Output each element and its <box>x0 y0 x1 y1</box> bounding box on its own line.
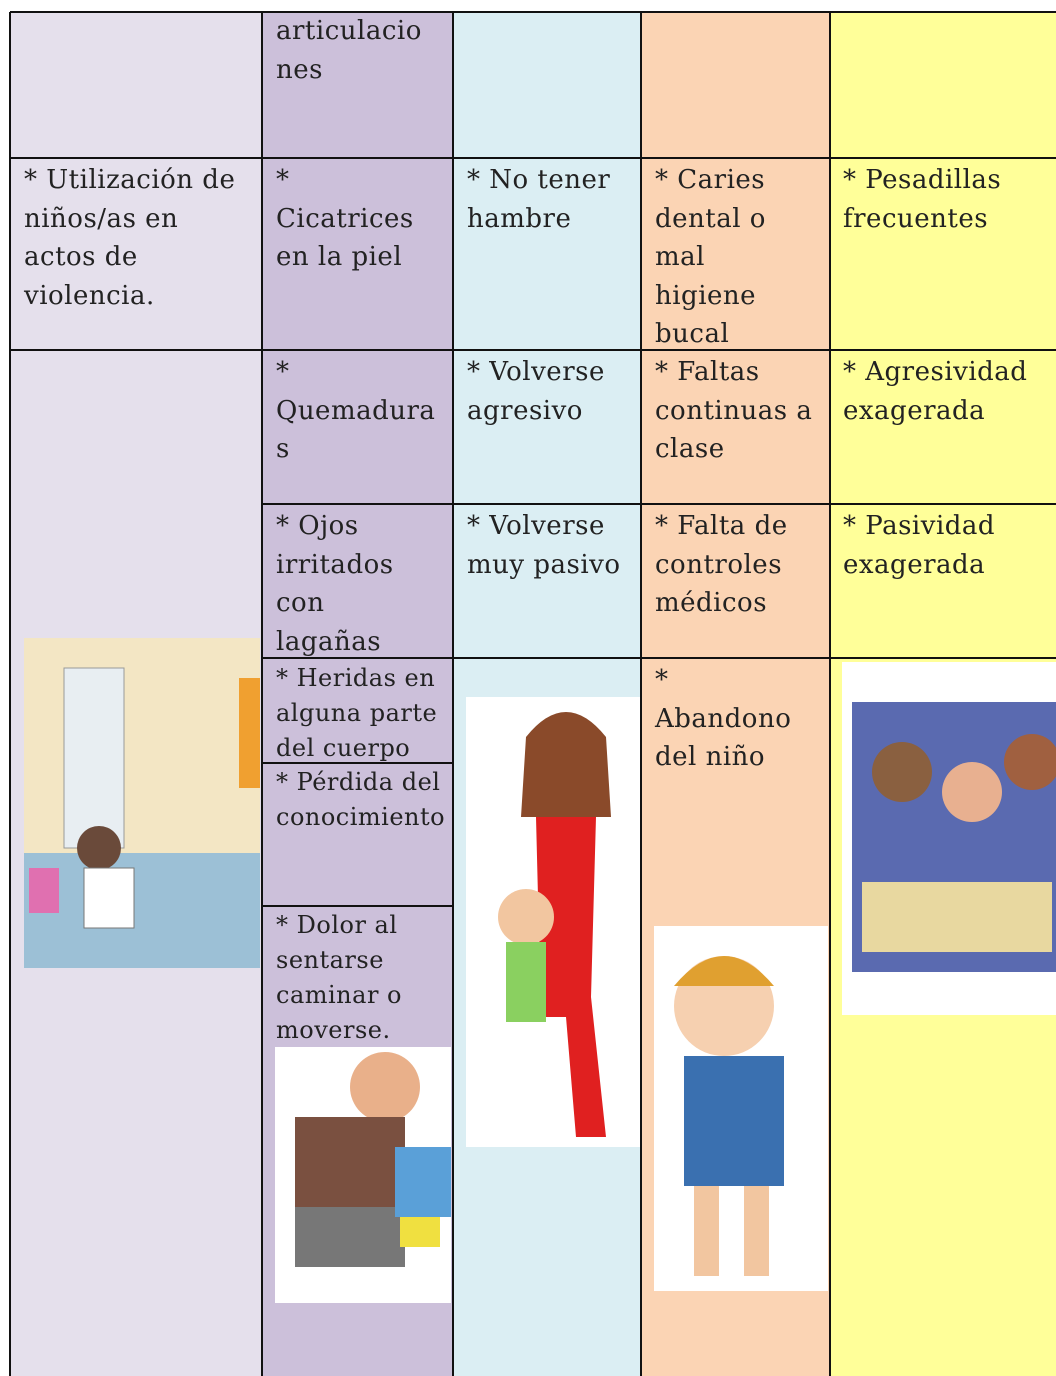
illustration <box>466 697 640 1147</box>
cell-text: * Utilización de niños/as en actos de vi… <box>24 165 236 311</box>
border <box>10 157 1056 159</box>
cell-text: * No tener hambre <box>467 165 611 234</box>
border <box>261 12 263 1376</box>
cell-text: * Faltas continuas a clase <box>655 357 813 464</box>
cell-text: * Heridas en alguna parte del cuerpo <box>276 664 438 762</box>
cell-text: * Ojos irritados con lagañas <box>276 511 394 657</box>
border <box>262 657 1056 659</box>
border <box>640 12 642 1376</box>
cell-text: * Pesadillas frecuentes <box>843 165 1002 234</box>
cell-text: * Volverse agresivo <box>467 357 605 426</box>
cell-text: articulaciones <box>276 16 422 85</box>
cell-text: * Falta de controles médicos <box>655 511 788 618</box>
border <box>262 762 453 764</box>
cell-text: * Volverse muy pasivo <box>467 511 621 580</box>
border <box>10 349 1056 351</box>
illustration <box>654 926 828 1291</box>
illustration <box>842 662 1056 1015</box>
cell-text: * Caries dental o mal higiene bucal <box>655 165 766 349</box>
cell-text: * Dolor al sentarse caminar o moverse. <box>276 911 402 1044</box>
border <box>262 905 453 907</box>
border <box>262 503 1056 505</box>
cell-text: * Cicatrices en la piel <box>276 165 414 272</box>
illustration <box>275 1047 451 1303</box>
border <box>9 12 11 1376</box>
illustration <box>24 638 260 968</box>
cell-text: * Abandono del niño <box>655 665 792 772</box>
border <box>452 12 454 1376</box>
cell-text: * Pasividad exagerada <box>843 511 996 580</box>
border <box>10 11 1056 13</box>
column-bg <box>453 12 641 1376</box>
border <box>829 12 831 1376</box>
cell-text: * Agresividad exagerada <box>843 357 1028 426</box>
cell-text: * Pérdida del conocimiento <box>276 768 446 831</box>
cell-text: * Quemaduras <box>276 357 436 464</box>
